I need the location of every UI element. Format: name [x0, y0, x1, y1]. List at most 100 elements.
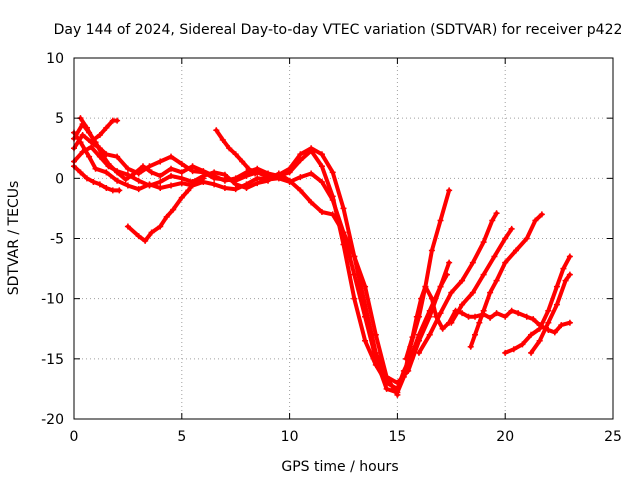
data-point	[553, 301, 560, 308]
data-point	[459, 277, 466, 284]
data-point	[178, 194, 185, 201]
data-point	[489, 217, 496, 224]
data-point	[297, 187, 304, 194]
data-point	[124, 182, 131, 189]
data-point	[536, 337, 543, 344]
data-point	[219, 136, 226, 143]
data-point	[77, 169, 84, 176]
data-point	[545, 319, 552, 326]
data-point	[426, 331, 433, 338]
data-point	[446, 259, 453, 266]
data-point	[103, 151, 110, 158]
data-point	[545, 307, 552, 314]
data-point	[157, 172, 164, 179]
data-point	[286, 177, 293, 184]
data-point	[437, 310, 444, 317]
data-point	[413, 313, 420, 320]
data-point	[528, 349, 535, 356]
y-tick-label: -20	[41, 412, 64, 428]
data-point	[86, 153, 93, 160]
data-point	[114, 177, 121, 184]
data-point	[200, 175, 207, 182]
data-point	[560, 265, 567, 272]
data-point	[96, 153, 103, 160]
data-point	[437, 217, 444, 224]
data-point	[538, 211, 545, 218]
data-point	[318, 151, 325, 158]
y-tick-label: 0	[55, 171, 64, 187]
data-point	[116, 187, 123, 194]
data-point	[493, 277, 500, 284]
data-point	[83, 175, 90, 182]
data-point	[103, 169, 110, 176]
y-tick-label: -5	[50, 232, 64, 248]
data-point	[90, 136, 97, 143]
data-point	[508, 225, 515, 232]
data-point	[109, 187, 116, 194]
data-point	[446, 187, 453, 194]
data-point	[428, 247, 435, 254]
data-point	[105, 163, 112, 170]
data-point	[340, 229, 347, 236]
data-point	[566, 271, 573, 278]
data-point	[135, 170, 142, 177]
data-point	[409, 334, 416, 341]
data-point	[553, 283, 560, 290]
data-point	[318, 209, 325, 216]
data-point	[469, 289, 476, 296]
y-tick-label: 5	[55, 111, 64, 127]
data-point	[92, 165, 99, 172]
axis-ticks	[73, 57, 614, 420]
data-point	[226, 145, 233, 152]
data-point	[239, 158, 246, 165]
data-point	[566, 253, 573, 260]
data-point	[418, 295, 425, 302]
data-point	[135, 186, 142, 193]
data-point	[351, 295, 358, 302]
data-point	[472, 313, 479, 320]
data-point	[480, 271, 487, 278]
data-point	[467, 343, 474, 350]
data-point	[340, 241, 347, 248]
data-point	[428, 295, 435, 302]
series-line-9	[404, 284, 572, 361]
data-point	[351, 271, 358, 278]
data-point	[286, 165, 293, 172]
data-point	[351, 253, 358, 260]
data-point	[96, 132, 103, 139]
data-point	[148, 229, 155, 236]
data-point	[558, 322, 565, 329]
data-point	[146, 163, 153, 170]
data-point	[232, 151, 239, 158]
series-line-2	[72, 122, 452, 391]
data-point	[465, 313, 472, 320]
data-point	[523, 313, 530, 320]
data-point	[536, 325, 543, 332]
data-point	[79, 132, 86, 139]
data-point	[124, 171, 131, 178]
series-line-3	[72, 133, 449, 385]
data-point	[493, 210, 500, 217]
data-point	[519, 341, 526, 348]
data-point	[88, 144, 95, 151]
series-line-13	[503, 254, 572, 355]
data-point	[318, 163, 325, 170]
x-axis-label: GPS time / hours	[281, 459, 398, 475]
data-point	[403, 355, 410, 362]
data-point	[157, 178, 164, 185]
data-point	[232, 181, 239, 188]
data-point	[124, 165, 131, 172]
data-point	[157, 158, 164, 165]
data-point	[221, 171, 228, 178]
x-tick-label: 0	[70, 429, 79, 445]
data-point	[252, 170, 259, 177]
data-point	[122, 176, 129, 183]
data-point	[168, 172, 175, 179]
data-point	[487, 314, 494, 321]
data-point	[308, 170, 315, 177]
data-point	[502, 349, 509, 356]
y-tick-labels: -20 -15 -10 -5 0 5 10	[41, 51, 64, 428]
data-point	[114, 117, 121, 124]
y-tick-label: 10	[46, 51, 64, 67]
data-point	[362, 301, 369, 308]
